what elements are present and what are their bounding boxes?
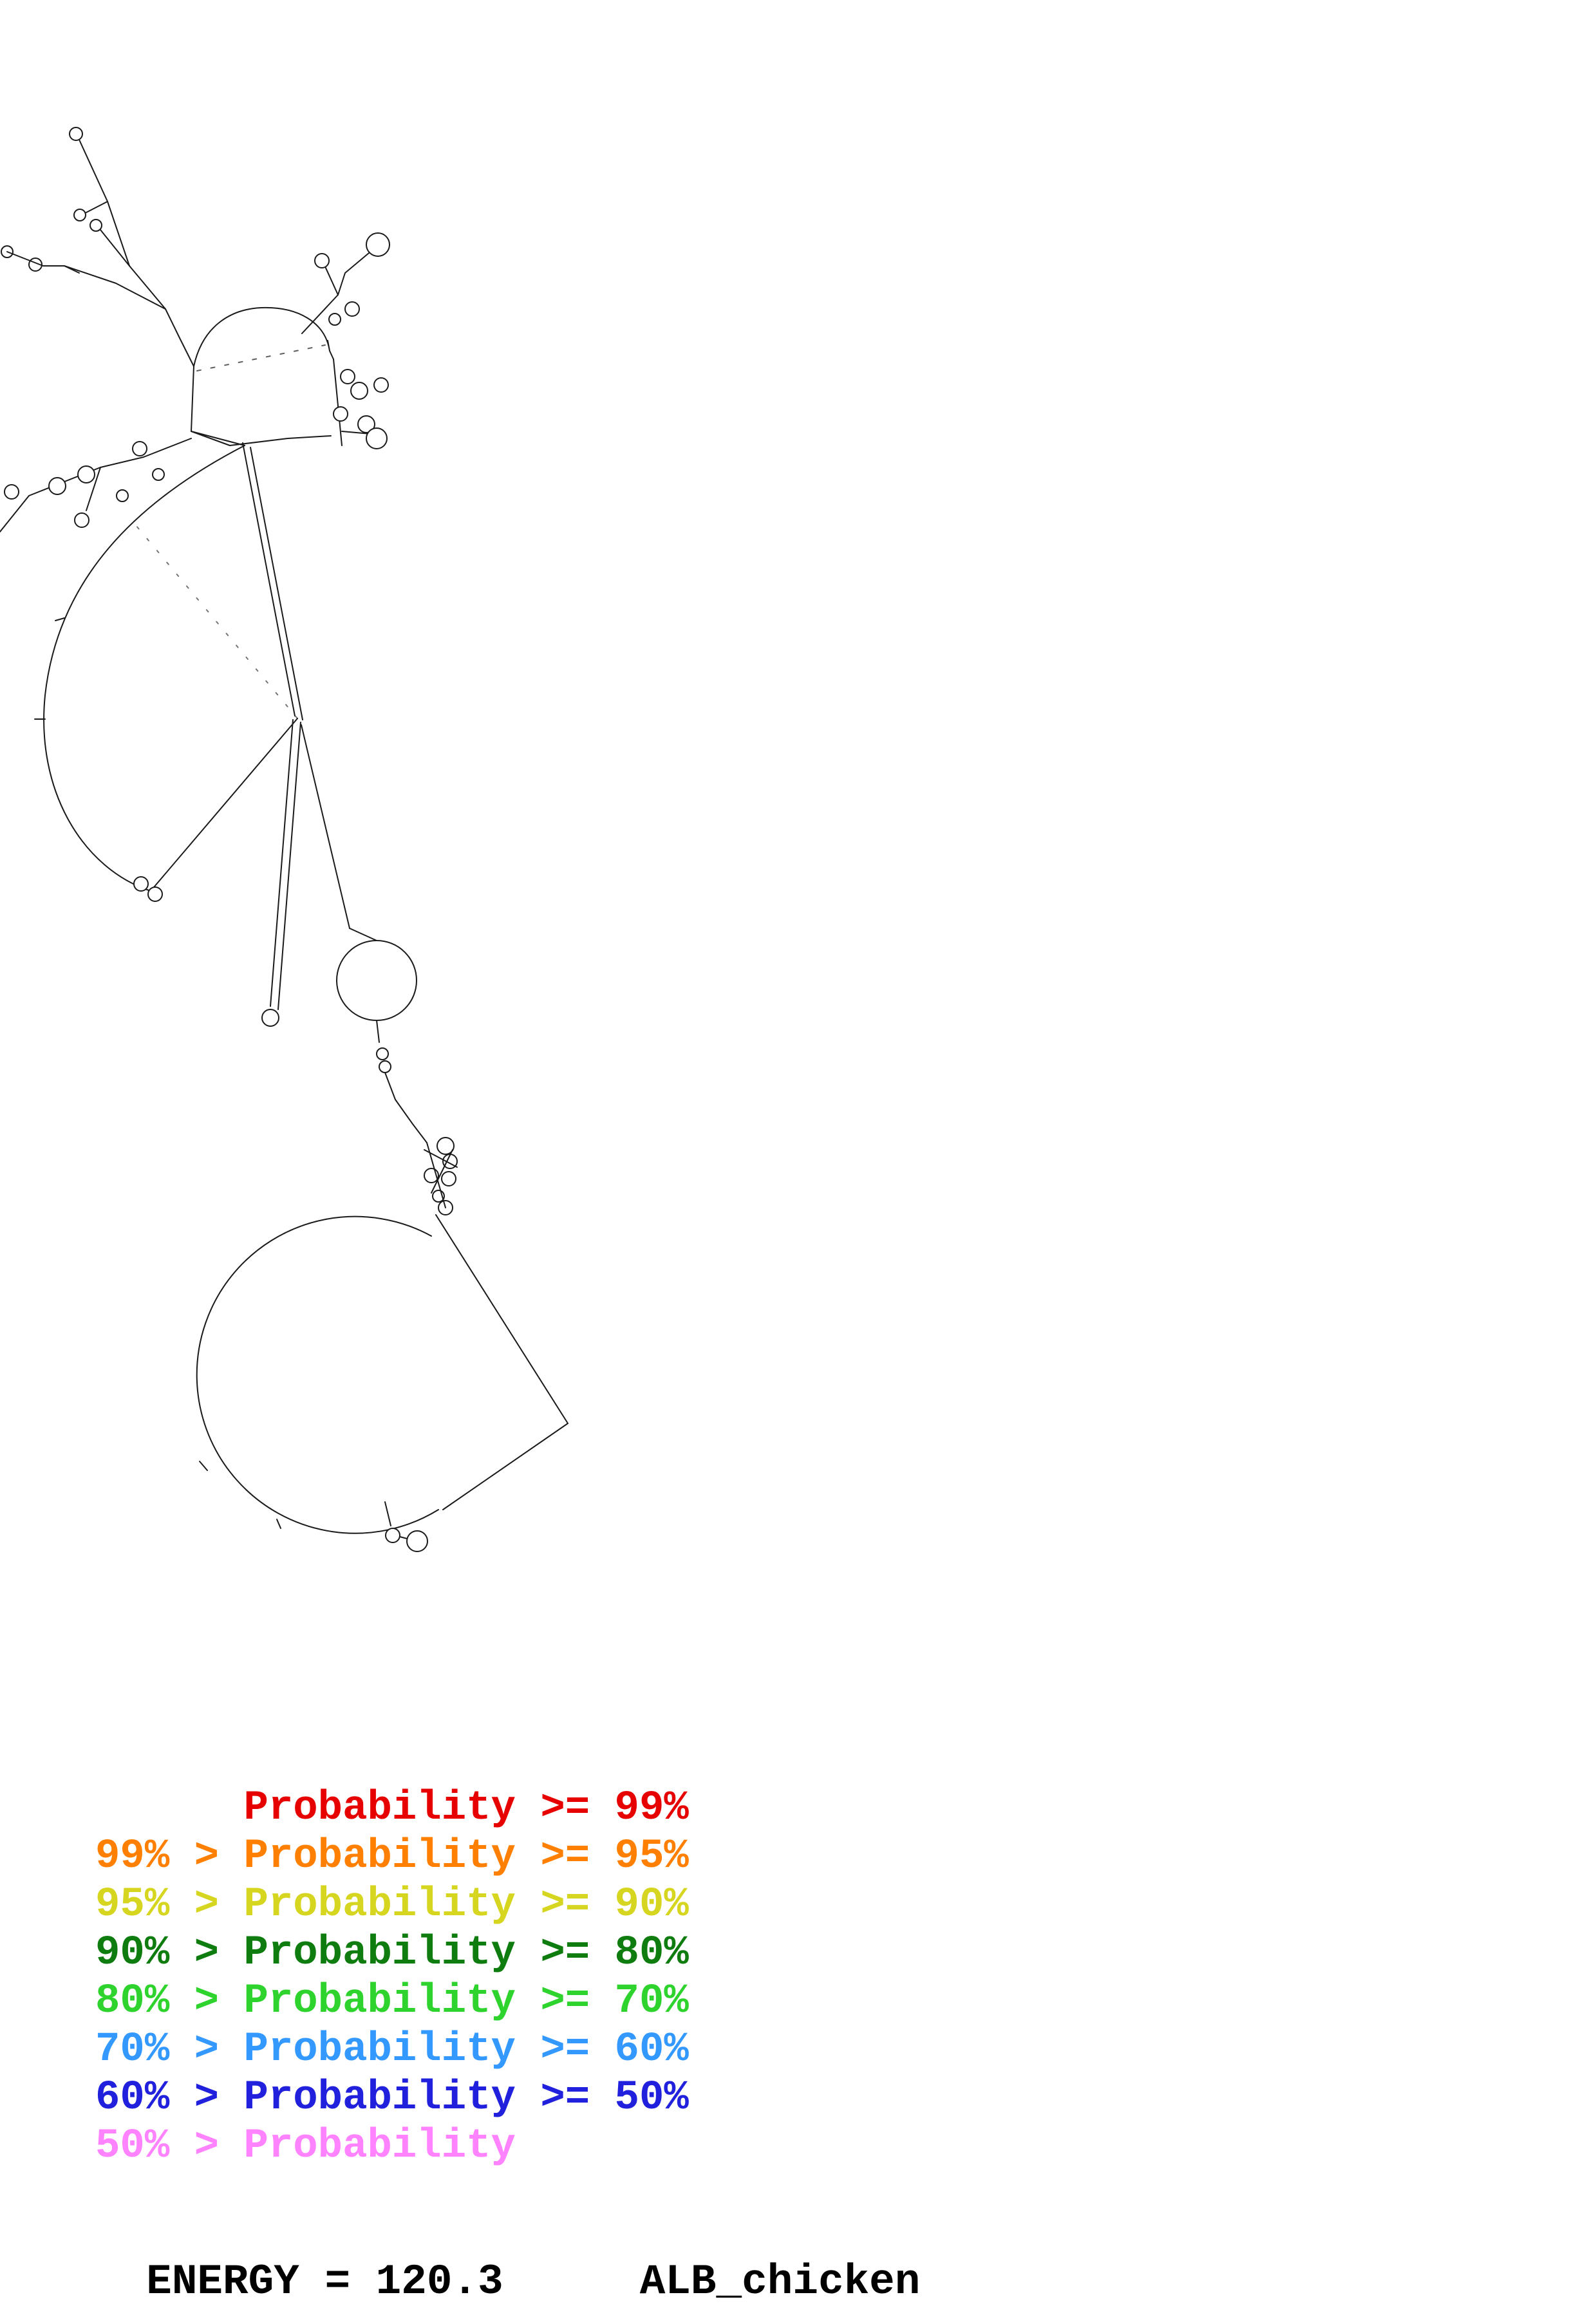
top-branch-cluster — [1, 127, 194, 366]
legend-row: 80% > Probability >= 70% — [95, 1978, 689, 2025]
legend-row: 90% > Probability >= 80% — [95, 1930, 689, 1976]
dome-loop — [191, 308, 333, 445]
legend-row: 50% > Probability — [95, 2123, 516, 2170]
stem-chain — [385, 1073, 457, 1215]
right-loop-cluster — [333, 359, 388, 449]
molecule-name: ALB_chicken — [639, 2258, 921, 2306]
legend: Probability >= 99% 99% > Probability >= 9… — [95, 1785, 689, 2171]
legend-row: Probability >= 99% — [95, 1785, 689, 1832]
energy-value: ENERGY = 120.3 — [146, 2258, 503, 2306]
legend-row: 99% > Probability >= 95% — [95, 1833, 689, 1880]
legend-row: 70% > Probability >= 60% — [95, 2027, 689, 2073]
upper-right-branch — [302, 233, 390, 333]
left-branch — [0, 431, 245, 532]
legend-row: 95% > Probability >= 90% — [95, 1882, 689, 1928]
interior-loop — [337, 928, 417, 1073]
fan-loop — [35, 443, 350, 1026]
rna-structure-figure — [0, 0, 1596, 2258]
bottom-loop — [197, 1215, 568, 1551]
legend-row: 60% > Probability >= 50% — [95, 2075, 689, 2121]
footer-line: ENERGY = 120.3 ALB_chicken — [95, 2209, 920, 2306]
